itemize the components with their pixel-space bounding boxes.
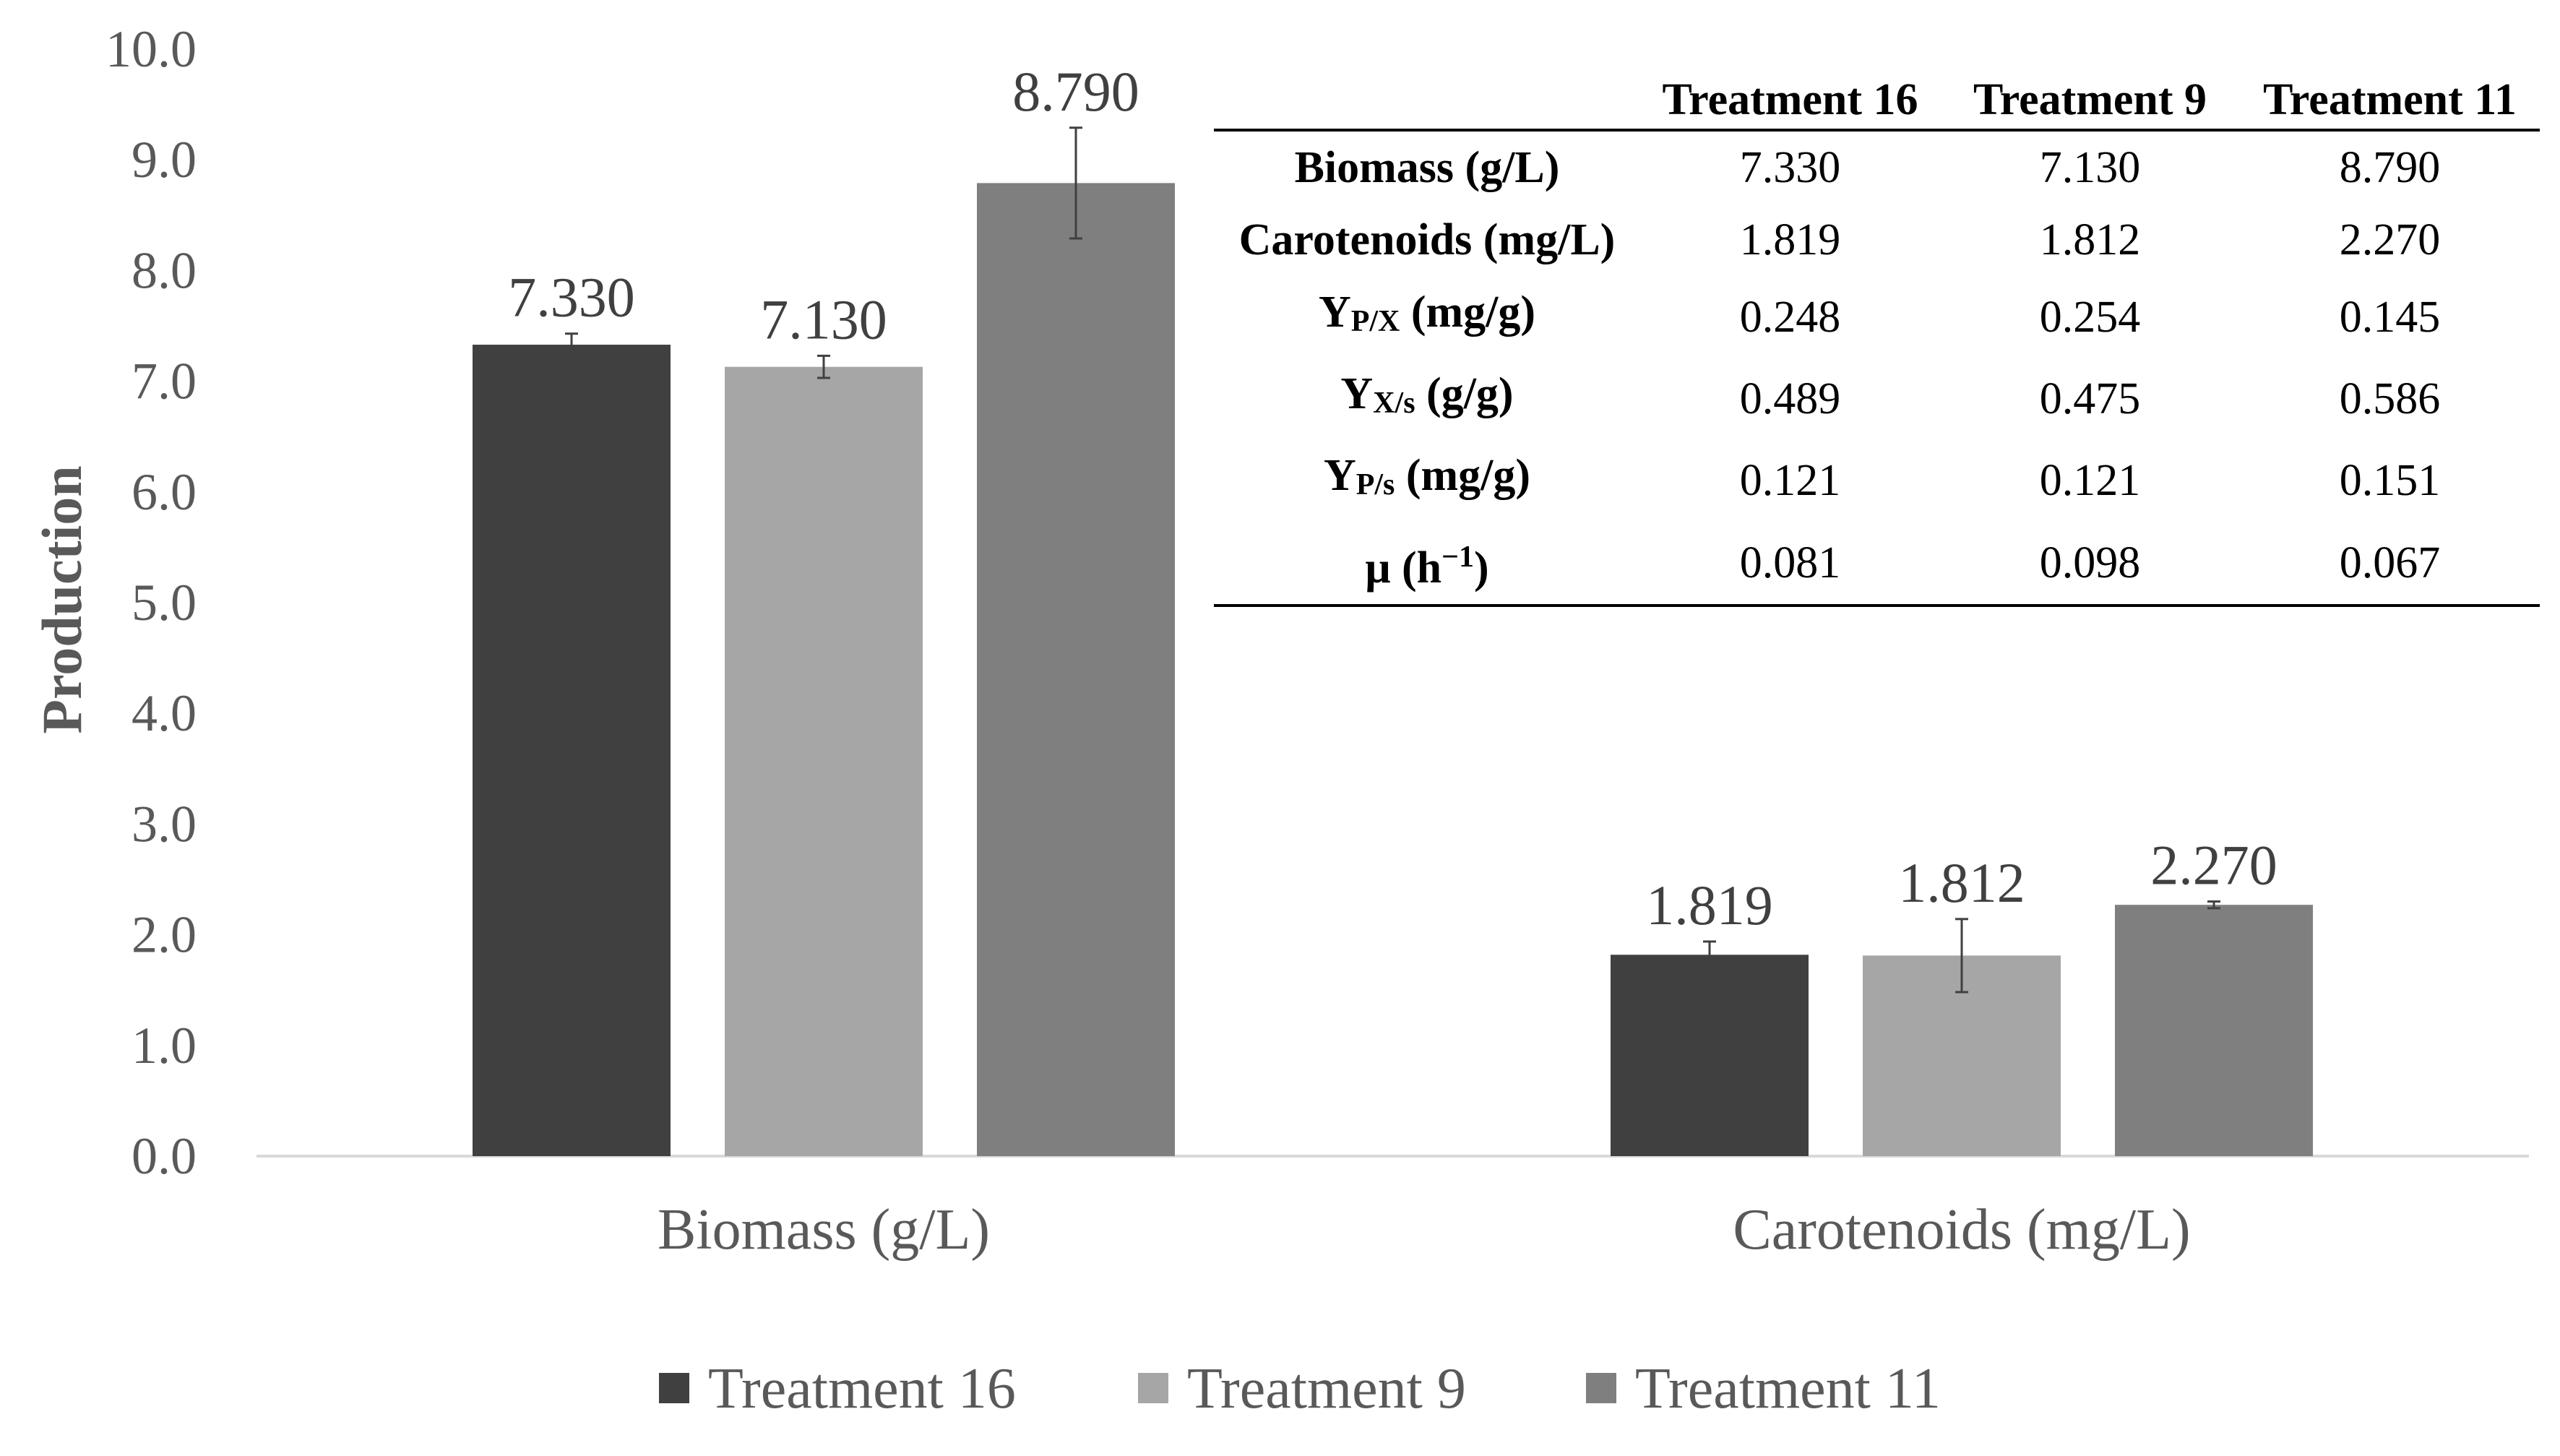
table-row: μ (h−1) 0.081 0.098 0.067 [1214, 521, 2540, 607]
table-cell: 0.489 [1739, 374, 1841, 423]
table-cell: 7.130 [2039, 143, 2141, 192]
y-tick-label: 5.0 [132, 574, 197, 632]
y-tick-label: 1.0 [132, 1017, 197, 1074]
y-tick-label: 7.0 [132, 353, 197, 410]
y-tick-label: 10.0 [105, 20, 197, 78]
y-tick-label: 0.0 [132, 1127, 197, 1185]
table-row-label: YP/s (mg/g) [1323, 451, 1531, 501]
y-axis-label: Production [30, 465, 93, 733]
table-cell: 0.145 [2339, 292, 2441, 342]
bar-treatment-9-0 [725, 366, 923, 1157]
bar-treatment-11-0 [977, 183, 1175, 1157]
table-row-label: YX/s (g/g) [1340, 369, 1514, 420]
table-row: Carotenoids (mg/L) 1.819 1.812 2.270 [1214, 204, 2540, 276]
table-cell: 7.330 [1739, 143, 1841, 192]
table-cell: 2.270 [2339, 215, 2441, 264]
y-tick-label: 8.0 [132, 241, 197, 299]
y-tick-label: 2.0 [132, 906, 197, 964]
table-cell: 0.151 [2339, 455, 2441, 505]
table-row-label: YP/X (mg/g) [1318, 288, 1536, 338]
bars: 7.330 7.130 8.790 1.819 1.812 2.270 [473, 60, 2313, 1157]
table-cell: 1.819 [1739, 215, 1841, 264]
table-cell: 0.081 [1640, 521, 1940, 607]
table-row: Biomass (g/L) 7.330 7.130 8.790 [1214, 130, 2540, 204]
data-label: 1.819 [1646, 874, 1773, 936]
y-tick-label: 4.0 [132, 684, 197, 742]
y-tick-label: 6.0 [132, 463, 197, 521]
bar-treatment-11-1 [2115, 905, 2313, 1156]
table-row: YP/s (mg/g) 0.121 0.121 0.151 [1214, 439, 2540, 521]
table-row-label: Biomass (g/L) [1294, 143, 1560, 192]
category-label: Biomass (g/L) [658, 1198, 990, 1262]
table-cell: 0.121 [1739, 455, 1841, 505]
category-label: Carotenoids (mg/L) [1733, 1198, 2190, 1262]
legend-label: Treatment 9 [1187, 1357, 1466, 1421]
bar-treatment-16-1 [1611, 955, 1809, 1156]
data-label: 7.330 [508, 266, 635, 329]
table-header-treatment-11: Treatment 11 [2240, 71, 2540, 132]
legend: Treatment 16 Treatment 9 Treatment 11 [659, 1357, 1941, 1421]
table-cell: 0.475 [2039, 374, 2141, 423]
table-header-row: Treatment 16 Treatment 9 Treatment 11 [1214, 71, 2540, 132]
y-tick-label: 9.0 [132, 131, 197, 189]
legend-swatch [659, 1373, 689, 1403]
table-row: YX/s (g/g) 0.489 0.475 0.586 [1214, 358, 2540, 439]
legend-swatch [1586, 1373, 1616, 1403]
table-cell: 0.098 [1940, 521, 2240, 607]
table-cell: 0.121 [2039, 455, 2141, 505]
table-cell: 8.790 [2339, 143, 2441, 192]
table-header-corner [1214, 71, 1640, 132]
data-label: 1.812 [1898, 851, 2025, 914]
table-cell: 0.067 [2240, 521, 2540, 607]
table-row-label: μ (h−1) [1214, 521, 1640, 607]
legend-label: Treatment 16 [708, 1357, 1016, 1421]
legend-label: Treatment 11 [1635, 1357, 1941, 1421]
data-label: 8.790 [1012, 60, 1139, 123]
bar-treatment-16-0 [473, 345, 671, 1157]
table-cell: 0.248 [1739, 292, 1841, 342]
legend-swatch [1138, 1373, 1168, 1403]
data-label: 7.130 [760, 288, 887, 350]
x-axis-category-labels: Biomass (g/L) Carotenoids (mg/L) [658, 1198, 2191, 1262]
table-cell: 0.586 [2339, 374, 2441, 423]
table-row: YP/X (mg/g) 0.248 0.254 0.145 [1214, 276, 2540, 358]
data-label: 2.270 [2150, 834, 2277, 897]
y-axis-ticks: 0.0 1.0 2.0 3.0 4.0 5.0 6.0 7.0 8.0 9.0 10.0 [105, 20, 197, 1185]
table-header-treatment-16: Treatment 16 [1640, 71, 1940, 132]
y-tick-label: 3.0 [132, 795, 197, 853]
table-cell: 1.812 [2039, 215, 2141, 264]
table-row-label: Carotenoids (mg/L) [1238, 215, 1616, 264]
inset-table: Treatment 16 Treatment 9 Treatment 11 Bi… [1214, 71, 2540, 607]
table-cell: 0.254 [2039, 292, 2141, 342]
table-header-treatment-9: Treatment 9 [1940, 71, 2240, 132]
